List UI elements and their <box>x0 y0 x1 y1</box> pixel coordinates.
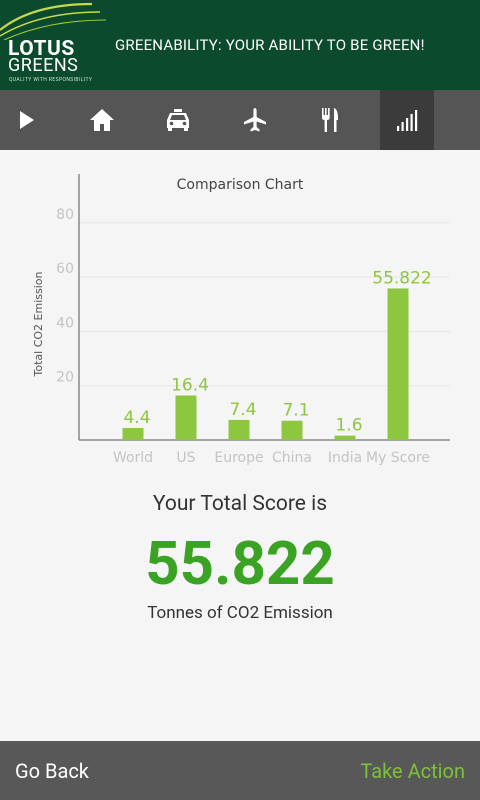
x-tick-label: India <box>328 450 362 466</box>
nav-bar <box>0 90 480 150</box>
logo-swoosh-icon <box>0 2 107 40</box>
bar-value-label: 7.1 <box>282 401 309 421</box>
x-tick-label: US <box>176 450 195 466</box>
y-tick-label: 20 <box>56 370 74 386</box>
bar-my-score <box>387 288 409 440</box>
logo-text-greens: GREENS <box>8 55 79 76</box>
nav-taxi[interactable] <box>151 90 205 150</box>
bar-value-label: 4.4 <box>123 408 150 428</box>
x-tick-label: World <box>113 450 153 466</box>
nav-chart[interactable] <box>380 90 434 150</box>
bar-value-label: 55.822 <box>372 268 431 288</box>
bar-value-label: 16.4 <box>171 375 209 395</box>
y-tick-label: 80 <box>56 207 74 223</box>
x-tick-label: My Score <box>366 450 430 466</box>
bar-value-label: 1.6 <box>335 416 362 436</box>
footer-bar: Go Back Take Action <box>0 741 480 800</box>
app-header: LOTUS GREENS QUALITY WITH RESPONSIBILITY… <box>0 0 480 90</box>
fork-knife-icon <box>322 108 338 132</box>
nav-flight[interactable] <box>228 90 282 150</box>
nav-home[interactable] <box>75 90 129 150</box>
bar-india <box>334 435 356 440</box>
take-action-button[interactable]: Take Action <box>360 759 465 783</box>
score-unit: Tonnes of CO2 Emission <box>147 603 333 623</box>
play-icon <box>20 111 34 129</box>
signal-bars-icon <box>397 110 418 131</box>
nav-play[interactable] <box>0 90 54 150</box>
home-icon <box>90 109 114 131</box>
score-value: 55.822 <box>145 528 335 599</box>
lotus-greens-logo: LOTUS GREENS QUALITY WITH RESPONSIBILITY <box>0 0 110 90</box>
taxi-icon <box>167 109 189 131</box>
chart-svg: Comparison Chart Total CO2 Emission 20 40… <box>32 174 450 466</box>
bar-value-label: 7.4 <box>229 400 256 420</box>
airplane-icon <box>244 108 266 132</box>
y-tick-label: 60 <box>56 261 74 277</box>
bar-china <box>281 420 303 440</box>
comparison-chart: Comparison Chart Total CO2 Emission 20 40… <box>0 150 480 480</box>
go-back-button[interactable]: Go Back <box>15 759 89 783</box>
bar-europe <box>228 419 250 440</box>
logo-text-lotus: LOTUS <box>8 37 75 61</box>
chart-title: Comparison Chart <box>177 177 304 193</box>
bar-us <box>175 395 197 440</box>
bar-world <box>122 428 144 440</box>
logo-tagline: QUALITY WITH RESPONSIBILITY <box>9 77 93 83</box>
y-axis-label: Total CO2 Emission <box>32 271 45 377</box>
page-title: GREENABILITY: YOUR ABILITY TO BE GREEN! <box>115 36 425 54</box>
x-tick-label: China <box>272 450 312 466</box>
y-tick-label: 40 <box>56 315 74 331</box>
score-label: Your Total Score is <box>152 492 328 516</box>
nav-food[interactable] <box>303 90 357 150</box>
x-tick-label: Europe <box>214 450 263 466</box>
